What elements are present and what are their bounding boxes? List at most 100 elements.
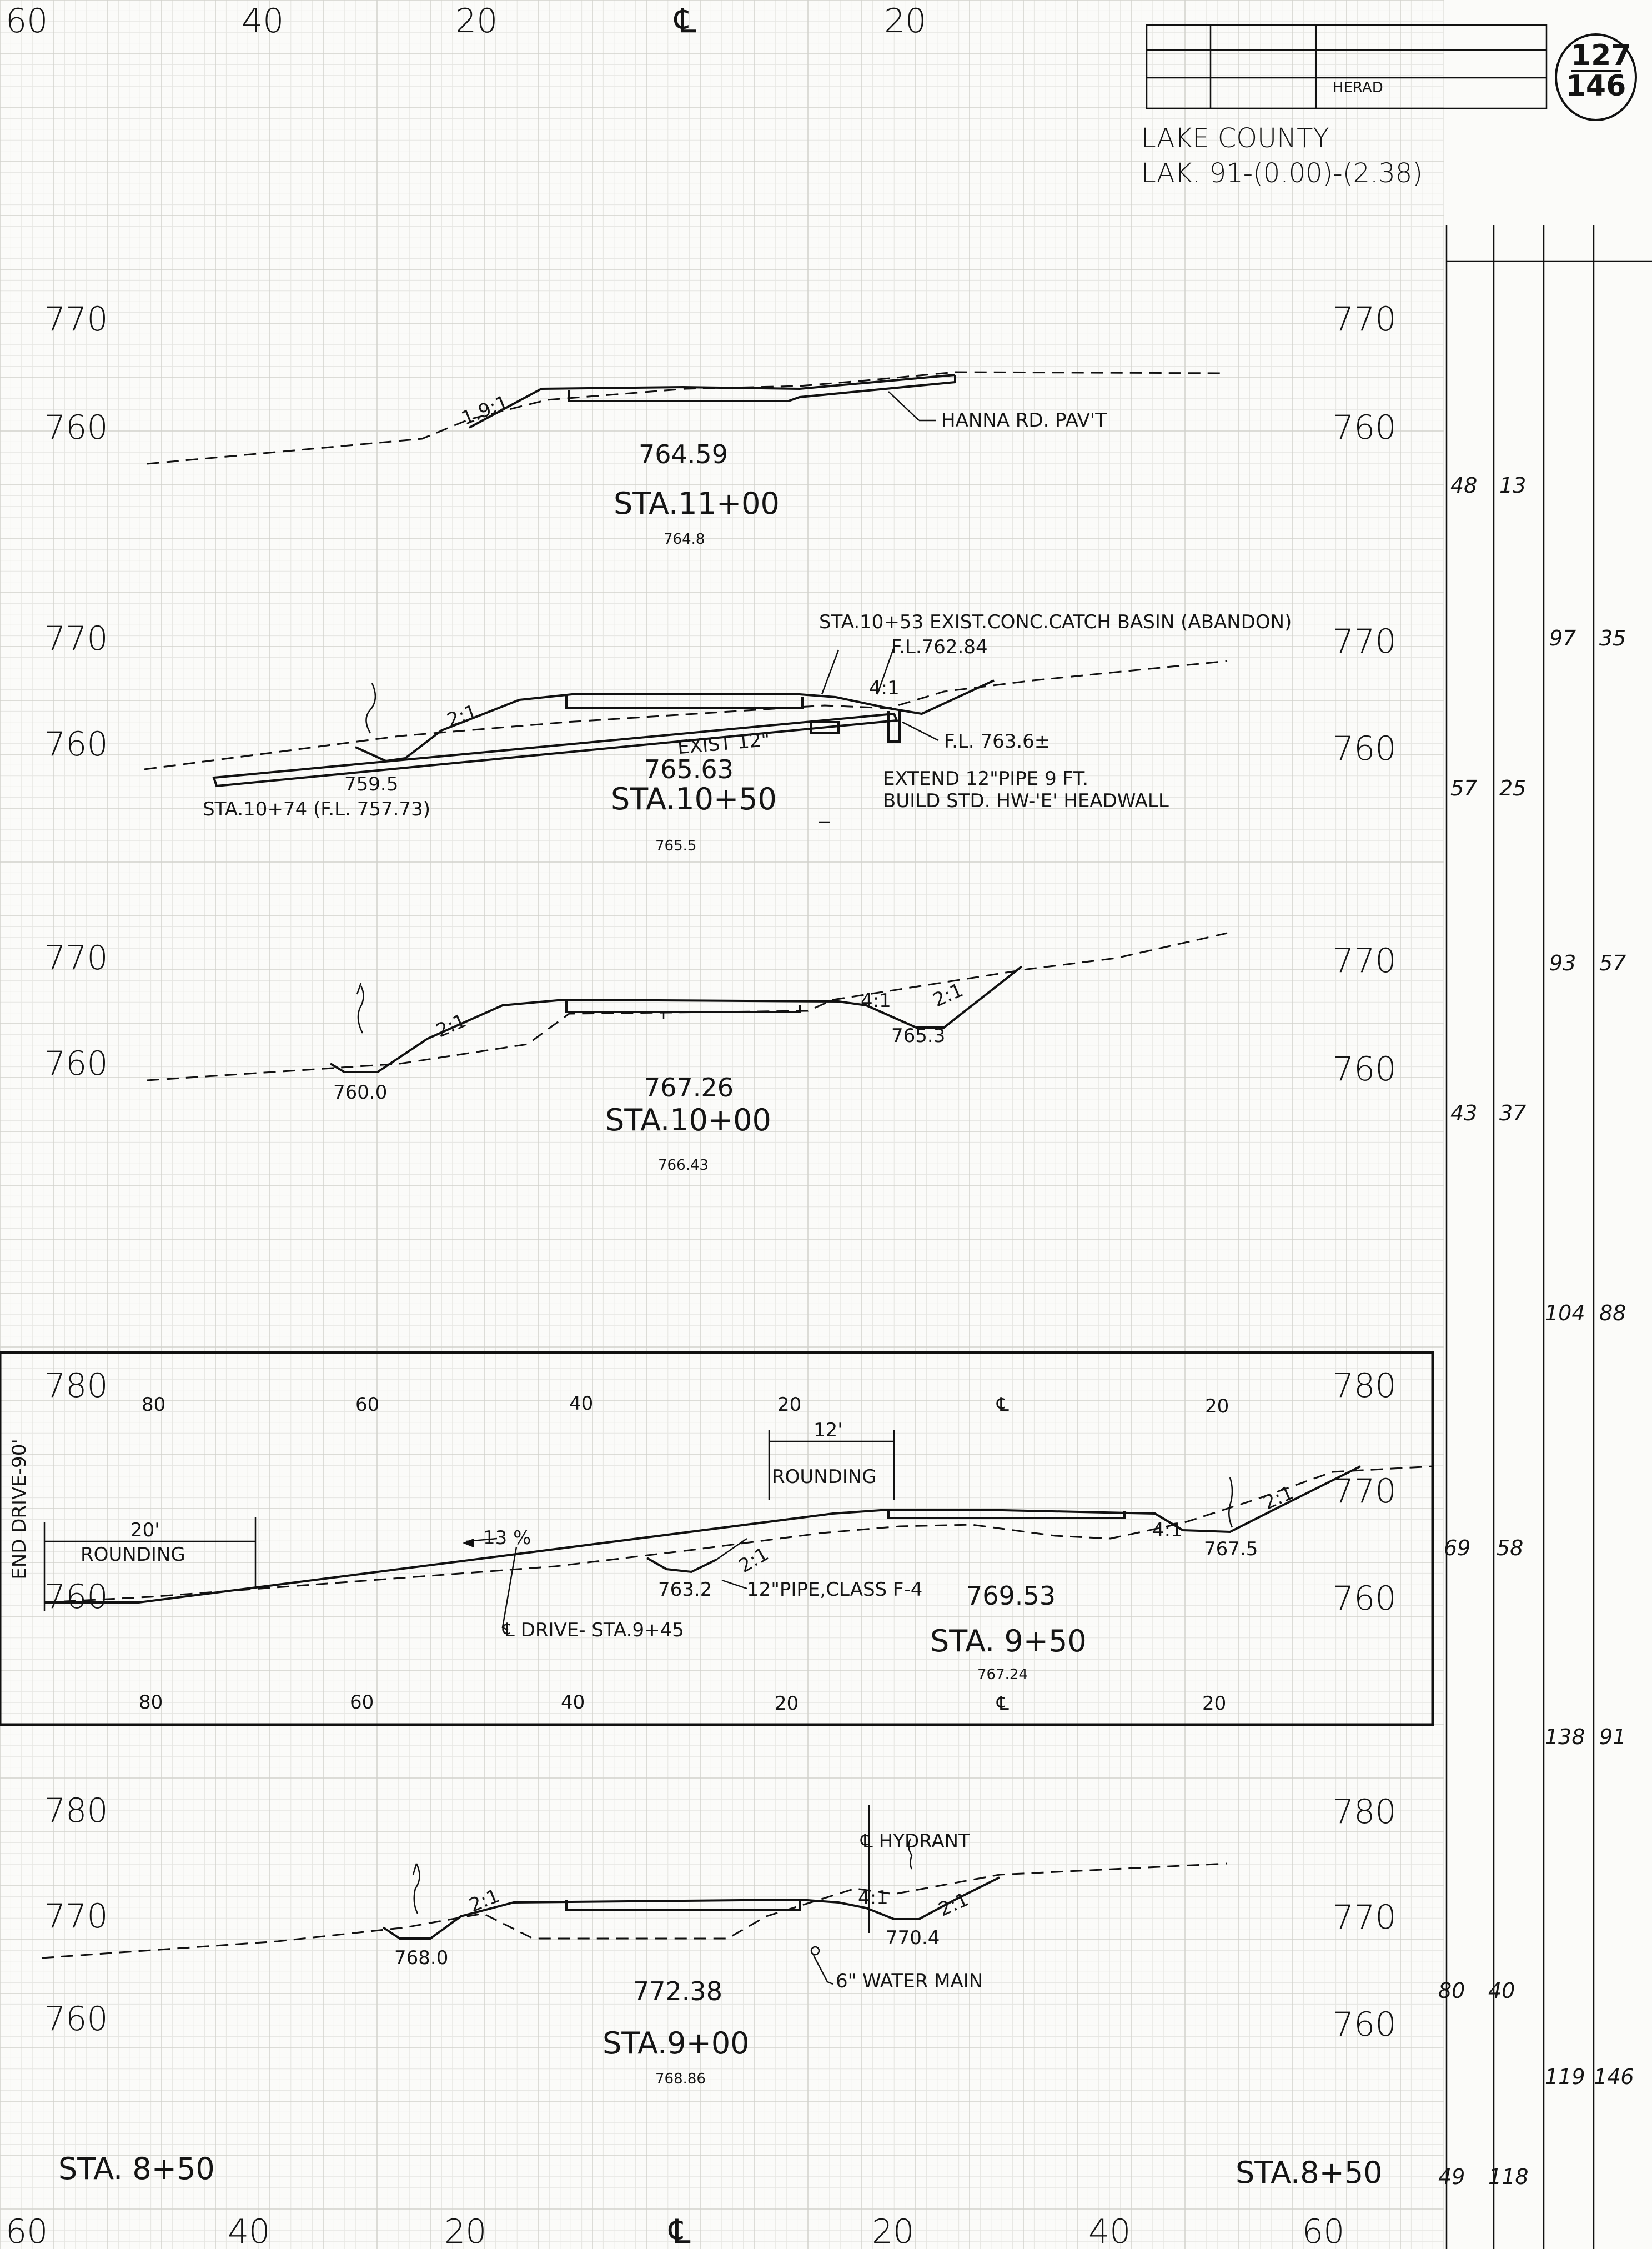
sheet-number-badge: 127 146 <box>1555 33 1637 121</box>
sta-9-00-elev-770-left: 770 <box>44 1897 108 1936</box>
offset-scale-top-60-left: 60 <box>6 2 48 41</box>
end-drive-label: END DRIVE-90' <box>8 1439 31 1580</box>
flow-line-elev: F.L.762.84 <box>891 636 988 658</box>
county-name: LAKE COUNTY <box>1141 123 1329 154</box>
sta-10-00-elev-760-left: 760 <box>44 1044 108 1083</box>
offset-scale-bottom-60-right: 60 <box>1302 2212 1345 2249</box>
offset-scale-top-40-left: 40 <box>242 2 284 41</box>
offset-scale-bottom-40-right: 40 <box>1088 2212 1131 2249</box>
area-fill: 88 <box>1599 1301 1626 1325</box>
grade-elevation: 772.38 <box>633 1976 722 2006</box>
section-sta-9-00 <box>41 1805 1228 1985</box>
section-sta-11-00 <box>147 371 1228 465</box>
grade-elevation: 764.59 <box>639 439 728 469</box>
inset-offset-60: 60 <box>355 1394 380 1416</box>
station-8-50-right: STA.8+50 <box>1236 2155 1383 2190</box>
catch-basin-note: STA.10+53 EXIST.CONC.CATCH BASIN (ABANDO… <box>819 611 1292 633</box>
pipe-station-note: STA.10+74 (F.L. 757.73) <box>203 798 430 820</box>
pipe-class-note: 12"PIPE,CLASS F-4 <box>747 1579 923 1601</box>
hydrant-label: ℄ HYDRANT <box>861 1830 970 1852</box>
sta-10-50-elev-760-left: 760 <box>44 725 108 764</box>
slope-label: 4:1 <box>869 677 900 699</box>
grid-major-lines <box>0 0 1444 2249</box>
sta-9-50-elev-760-right: 760 <box>1333 1579 1397 1618</box>
section-sta-10-00 <box>147 932 1228 1081</box>
sta-10-00-elev-760-right: 760 <box>1333 1050 1397 1089</box>
area-fill: 57 <box>1599 951 1626 975</box>
ditch-elevation: 760.0 <box>333 1081 388 1104</box>
area-fill: 58 <box>1497 1536 1524 1560</box>
ground-elevation: 768.86 <box>655 2071 706 2087</box>
area-cut: 93 <box>1549 951 1576 975</box>
grade-elevation: 767.26 <box>644 1073 734 1103</box>
inset-offset-20-bottom: 20 <box>775 1692 799 1715</box>
ground-elevation: 765.5 <box>655 838 697 854</box>
sta-9-50-elev-760-left: 760 <box>44 1577 108 1616</box>
inset-offset-40: 40 <box>569 1393 594 1415</box>
offset-scale-top-centerline: ℄ <box>675 2 696 41</box>
station-label: STA.10+00 <box>605 1103 771 1138</box>
grade-elevation: 769.53 <box>966 1581 1056 1611</box>
slope-label: 4:1 <box>858 1887 888 1909</box>
area-fill: 35 <box>1599 626 1626 650</box>
hanna-rd-label: HANNA RD. PAV'T <box>941 409 1107 432</box>
area-cut: 138 <box>1545 1725 1585 1749</box>
sta-9-50-elev-780-right: 780 <box>1333 1366 1397 1405</box>
area-cut: 48 <box>1450 473 1478 498</box>
ground-elevation: 767.24 <box>977 1666 1028 1683</box>
area-cut: 43 <box>1450 1101 1478 1125</box>
ground-elevation: 764.8 <box>664 531 705 548</box>
section-sta-9-50 <box>0 1351 1434 1726</box>
sta-11-00-elev-760-right: 760 <box>1333 408 1397 447</box>
area-cut: 80 <box>1438 1978 1465 2003</box>
inset-offset-20-right-bottom: 20 <box>1202 1692 1227 1715</box>
area-cut: 119 <box>1545 2065 1585 2089</box>
station-label: STA. 9+50 <box>930 1624 1087 1659</box>
water-main-label: 6" WATER MAIN <box>836 1970 983 1992</box>
area-cut: 49 <box>1438 2165 1465 2189</box>
area-fill: 118 <box>1488 2165 1529 2189</box>
sheet-total: 146 <box>1565 69 1626 103</box>
area-cut: 104 <box>1545 1301 1585 1325</box>
offset-scale-top-20-right: 20 <box>884 2 927 41</box>
sta-10-00-elev-770-right: 770 <box>1333 941 1397 980</box>
inset-offset-60-bottom: 60 <box>350 1691 374 1714</box>
grade-elevation: 765.63 <box>644 754 734 784</box>
ditch-elevation: 770.4 <box>886 1927 940 1949</box>
sta-9-00-elev-770-right: 770 <box>1333 1898 1397 1937</box>
station-label: STA.9+00 <box>602 2026 750 2061</box>
offset-scale-bottom-centerline: ℄ <box>669 2212 691 2249</box>
rounding-label: ROUNDING <box>772 1466 877 1488</box>
sta-9-00-elev-760-right: 760 <box>1333 2005 1397 2044</box>
sta-11-00-elev-760-left: 760 <box>44 408 108 447</box>
offset-scale-bottom-20-right: 20 <box>872 2212 915 2249</box>
area-fill: 146 <box>1594 2065 1634 2089</box>
slope-label: 4:1 <box>1152 1519 1183 1541</box>
station-label: STA.10+50 <box>611 782 777 817</box>
sta-9-00-elev-760-left: 760 <box>44 2000 108 2038</box>
ditch-elevation: 763.2 <box>658 1579 712 1601</box>
section-sta-10-50 <box>144 647 1228 823</box>
rounding-label: ROUNDING <box>81 1544 185 1566</box>
rounding-dimension: 12' <box>814 1419 843 1441</box>
area-fill: 13 <box>1499 473 1527 498</box>
title-block-text: HERAD <box>1333 79 1383 96</box>
sta-9-00-elev-780-right: 780 <box>1333 1792 1397 1831</box>
inset-offset-20: 20 <box>777 1394 802 1416</box>
area-fill: 25 <box>1499 776 1527 800</box>
ditch-elevation: 767.5 <box>1204 1538 1258 1560</box>
area-fill: 91 <box>1599 1725 1626 1749</box>
ditch-elevation: 765.3 <box>891 1025 946 1047</box>
inset-offset-20-right: 20 <box>1205 1395 1229 1417</box>
offset-scale-top-20-left: 20 <box>455 2 498 41</box>
sta-10-00-elev-770-left: 770 <box>44 939 108 978</box>
ground-elevation: 766.43 <box>658 1157 709 1174</box>
sta-10-50-elev-760-right: 760 <box>1333 729 1397 768</box>
ditch-elevation: 759.5 <box>344 773 399 795</box>
sta-9-50-elev-780-left: 780 <box>44 1366 108 1405</box>
inset-offset-80-bottom: 80 <box>139 1691 163 1714</box>
extend-pipe-note: EXTEND 12"PIPE 9 FT. <box>883 768 1089 790</box>
inset-centerline: ℄ <box>997 1394 1009 1416</box>
